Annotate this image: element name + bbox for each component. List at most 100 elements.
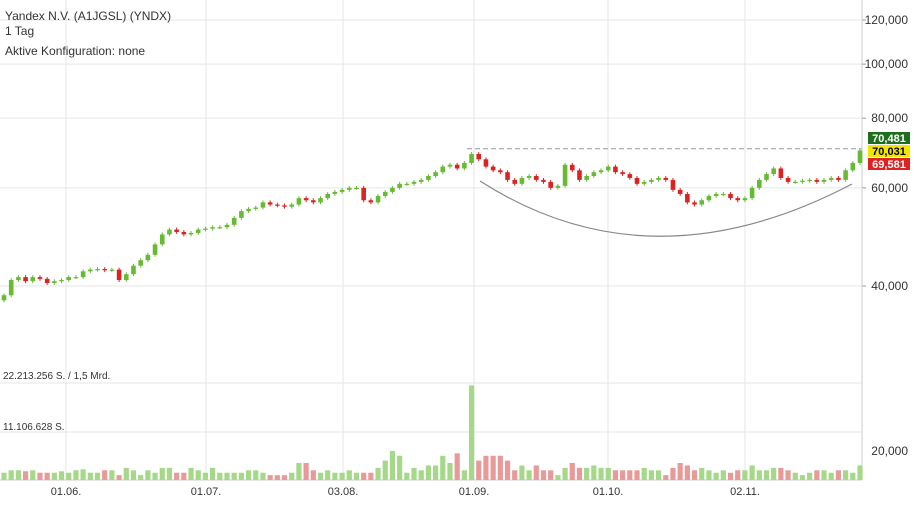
volume-bar	[1, 472, 7, 480]
volume-bar	[814, 470, 820, 480]
volume-bar	[94, 472, 101, 480]
volume-bar	[22, 471, 29, 480]
candle-body	[498, 170, 503, 173]
candle-body	[728, 193, 733, 199]
candle-body	[713, 193, 719, 197]
candle-body	[239, 211, 244, 218]
volume-bar	[332, 472, 338, 480]
candle-body	[231, 217, 237, 225]
active-configuration: Aktive Konfiguration: none	[5, 44, 146, 58]
volume-bar	[605, 467, 611, 480]
volume-bar	[792, 472, 798, 480]
volume-bar	[130, 470, 137, 480]
volume-bar	[447, 463, 453, 480]
volume-bar	[713, 472, 719, 480]
candle-body	[548, 181, 553, 188]
volume-bar	[821, 470, 827, 480]
volume-bar	[339, 472, 345, 480]
candle-body	[368, 200, 374, 203]
y-tick-label: 100,000	[865, 57, 909, 71]
candle-body	[627, 174, 633, 178]
volume-bar	[253, 470, 259, 480]
candle-body	[217, 227, 223, 229]
x-tick-label: 01.06.	[51, 486, 82, 498]
volume-bar	[325, 470, 331, 480]
volume-bar	[37, 472, 43, 480]
candle-body	[577, 170, 582, 180]
price-label-low: 69,581	[872, 159, 906, 171]
candle-body	[152, 244, 158, 255]
x-tick-label: 03.08.	[328, 486, 359, 498]
y-tick-label: 120,000	[865, 13, 909, 27]
volume-bar	[15, 470, 21, 480]
volume-bar	[116, 475, 122, 480]
volume-bar	[353, 472, 360, 480]
candle-body	[318, 198, 323, 203]
candle-body	[210, 227, 215, 229]
candle-body	[505, 172, 510, 180]
candle-body	[828, 177, 834, 180]
candle-body	[742, 198, 748, 201]
candle-body	[670, 179, 676, 190]
volume-bar	[245, 470, 252, 480]
volume-bar	[540, 470, 547, 480]
volume-bar	[483, 455, 489, 480]
volume-bar	[202, 472, 209, 480]
candle-body	[641, 181, 647, 184]
volume-bar	[274, 475, 280, 480]
volume-bar	[562, 467, 568, 480]
volume-bar	[159, 467, 165, 480]
candle-body	[325, 193, 330, 199]
candle-body	[390, 187, 395, 192]
candle-body	[800, 180, 805, 182]
volume-bar	[691, 470, 698, 480]
volume-bar	[641, 467, 647, 480]
candle-body	[541, 179, 546, 182]
candle-body	[116, 269, 122, 281]
volume-bar	[843, 470, 849, 480]
volume-scale-label: 20,000	[871, 444, 908, 458]
candle-body	[749, 187, 755, 199]
candle-body	[411, 181, 417, 184]
volume-bar	[670, 467, 676, 480]
candle-body	[555, 185, 561, 188]
volume-bar	[368, 472, 374, 480]
volume-bar	[857, 465, 863, 480]
volume-bar	[591, 465, 597, 480]
volume-bar	[174, 472, 180, 480]
candle-body	[706, 196, 712, 201]
volume-bar	[317, 472, 324, 480]
x-tick-label: 01.10.	[593, 486, 624, 498]
candle-body	[375, 196, 381, 203]
candle-body	[490, 166, 496, 171]
candle-body	[339, 189, 345, 192]
volume-bar	[454, 453, 460, 480]
volume-bar	[418, 470, 424, 480]
volume-bar	[663, 475, 669, 480]
candle-body	[418, 179, 424, 182]
candle-body	[282, 205, 287, 207]
volume-bar	[138, 475, 144, 480]
candle-body	[778, 168, 784, 178]
volume-bar	[346, 470, 352, 480]
volume-bar	[224, 472, 230, 480]
candle-body	[454, 164, 460, 169]
volume-bar	[699, 467, 705, 480]
x-tick-label: 01.09.	[459, 486, 490, 498]
volume-bar	[397, 455, 403, 480]
volume-bar	[30, 470, 36, 480]
volume-bar	[634, 470, 640, 480]
candle-body	[836, 177, 841, 180]
volume-bar	[289, 472, 295, 480]
volume-bar	[778, 467, 784, 480]
candle-body	[483, 159, 489, 167]
candle-body	[303, 198, 309, 201]
candle-body	[649, 179, 654, 182]
cup-pattern-curve	[479, 180, 853, 237]
volume-bar	[238, 472, 244, 480]
candle-body	[426, 176, 431, 180]
candle-body	[785, 177, 791, 182]
candle-body	[534, 176, 539, 180]
y-tick-label: 80,000	[871, 111, 908, 125]
